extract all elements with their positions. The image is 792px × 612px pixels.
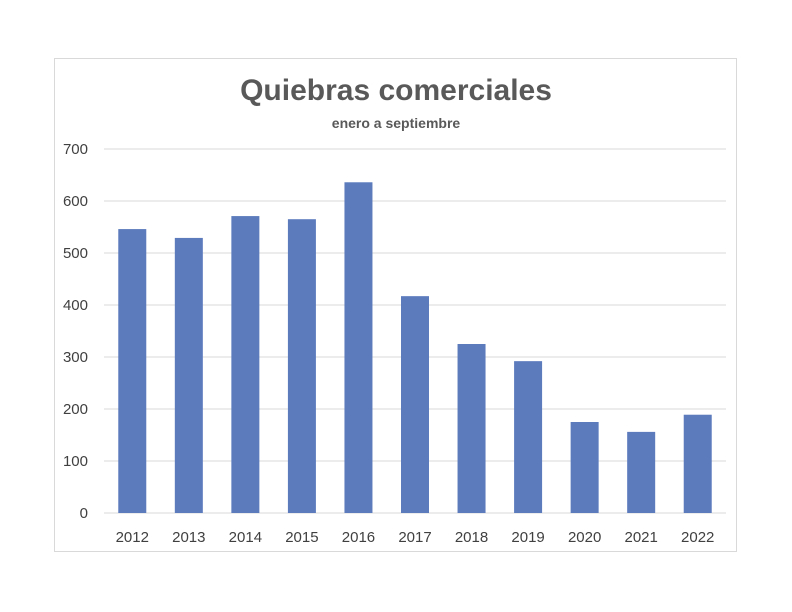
bar-2020 (570, 422, 599, 513)
y-tick-label: 400 (63, 297, 88, 314)
chart-subtitle: enero a septiembre (332, 115, 461, 131)
x-tick-label: 2020 (568, 529, 601, 546)
x-tick-label: 2014 (229, 529, 262, 546)
y-tick-label: 600 (63, 193, 88, 210)
x-tick-label: 2013 (172, 529, 205, 546)
y-tick-label: 0 (80, 505, 88, 522)
x-tick-label: 2015 (285, 529, 318, 546)
bar-2019 (514, 361, 543, 513)
bar-2014 (231, 216, 260, 513)
x-tick-label: 2017 (398, 529, 431, 546)
bar-2013 (174, 237, 203, 514)
bars (118, 182, 712, 514)
y-axis-ticks: 0 100 200 300 400 500 600 700 (63, 141, 88, 522)
bar-2018 (457, 344, 486, 513)
bar-2012 (118, 229, 147, 513)
bar-2017 (401, 296, 429, 513)
x-tick-label: 2021 (624, 529, 657, 546)
bar-2016 (344, 182, 373, 513)
x-tick-label: 2022 (681, 529, 714, 546)
x-tick-label: 2012 (116, 529, 149, 546)
x-tick-label: 2016 (342, 529, 375, 546)
x-tick-label: 2018 (455, 529, 488, 546)
x-tick-label: 2019 (511, 529, 544, 546)
x-axis-ticks: 2012 2013 2014 2015 2016 2017 2018 2019 2020 2021… (116, 529, 715, 546)
y-tick-label: 100 (63, 453, 88, 470)
bar-2021 (627, 431, 656, 513)
y-tick-label: 300 (63, 349, 88, 366)
y-tick-label: 700 (63, 141, 88, 158)
chart-title: Quiebras comerciales (240, 74, 552, 107)
y-tick-label: 500 (63, 245, 88, 262)
y-tick-label: 200 (63, 401, 88, 418)
bar-2015 (287, 219, 316, 513)
bar-2022 (683, 414, 712, 513)
